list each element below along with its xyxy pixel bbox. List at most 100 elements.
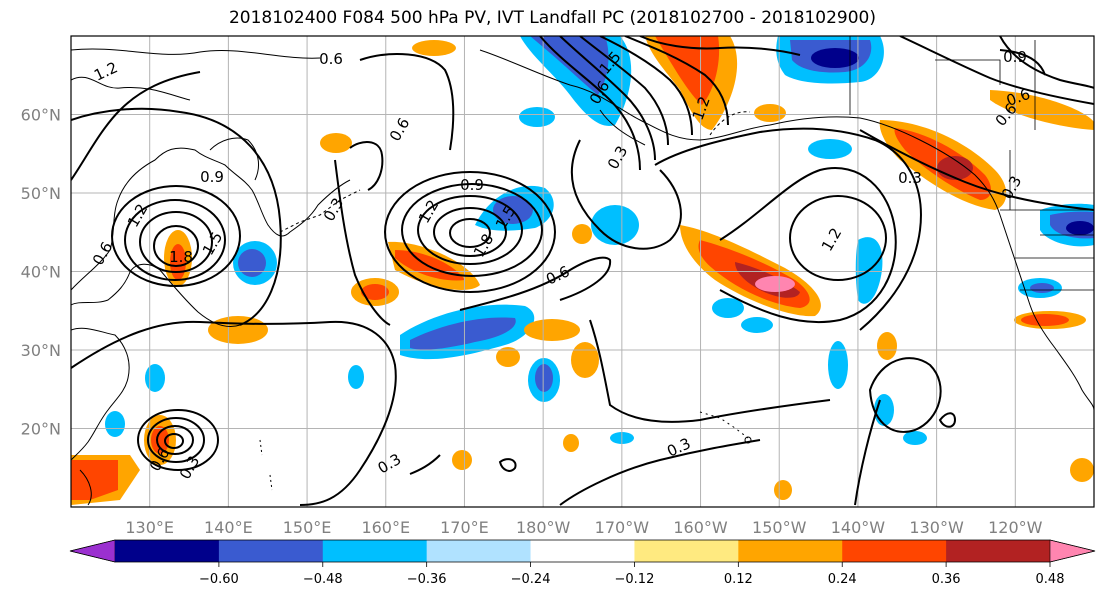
latitude-label: 50°N bbox=[21, 184, 61, 203]
colorbar-tick-label: −0.36 bbox=[407, 572, 447, 587]
anomaly-positive bbox=[754, 104, 786, 122]
anomaly-negative bbox=[105, 411, 125, 437]
coastline-arctic-asia bbox=[71, 48, 321, 59]
coastline-kamchatka bbox=[209, 137, 259, 181]
latitude-label: 20°N bbox=[21, 420, 61, 439]
colorbar-outline bbox=[69, 539, 1096, 563]
colorbar-segment bbox=[738, 540, 843, 562]
colorbar-tick-label: −0.24 bbox=[511, 572, 551, 587]
contour-west-low-1.5 bbox=[139, 211, 213, 273]
map-title: 2018102400 F084 500 hPa PV, IVT Landfall… bbox=[228, 8, 876, 28]
colorbar-tick-label: −0.12 bbox=[615, 572, 655, 587]
contour-label: 1.8 bbox=[169, 248, 193, 266]
longitude-label: 170°W bbox=[595, 518, 650, 537]
province-borders bbox=[849, 36, 1036, 210]
anomaly-positive bbox=[563, 434, 579, 452]
contour-gulf-3 bbox=[579, 36, 669, 146]
longitude-label: 130°W bbox=[909, 518, 964, 537]
map-frame bbox=[70, 35, 1095, 508]
contour-east-0.6 bbox=[654, 127, 922, 331]
colorbar-tick-label: −0.48 bbox=[303, 572, 343, 587]
contour-label: 0.9 bbox=[460, 176, 484, 194]
anomaly-positive-strong bbox=[151, 426, 169, 454]
anomaly-positive bbox=[208, 316, 268, 344]
longitude-label: 150°W bbox=[752, 518, 807, 537]
anomaly-positive bbox=[320, 133, 352, 153]
contour-label: 0.9 bbox=[200, 168, 224, 186]
contour-central-west bbox=[334, 159, 391, 326]
coastline-philippines bbox=[79, 469, 92, 506]
contour-west-low-1.8 bbox=[153, 225, 199, 267]
longitude-label: 140°W bbox=[831, 518, 886, 537]
contour-central-low-0.9 bbox=[401, 183, 543, 277]
anomaly-positive-strong bbox=[71, 460, 118, 500]
contour-label: 0.3 bbox=[898, 169, 922, 187]
anomaly-positive bbox=[412, 40, 456, 56]
contour-gulf-4 bbox=[599, 36, 693, 136]
anomaly-positive bbox=[1070, 458, 1094, 482]
longitude-label: 150°E bbox=[283, 518, 332, 537]
colorbar-tick-label: 0.36 bbox=[932, 572, 961, 587]
contour-gulf-1 bbox=[539, 36, 641, 171]
contour-ne-0.6 bbox=[899, 36, 1094, 105]
colorbar-segment bbox=[530, 540, 635, 562]
colorbar-segment bbox=[115, 540, 220, 562]
anomaly-negative-max bbox=[811, 48, 859, 68]
contour-small-eddy bbox=[938, 412, 957, 428]
contour-0.6-north bbox=[359, 53, 455, 151]
colorbar-tick-label: 0.12 bbox=[724, 572, 753, 587]
anomaly-negative bbox=[741, 317, 773, 333]
anomaly-negative-max bbox=[1066, 221, 1094, 235]
contour-south-0.6 bbox=[459, 256, 612, 311]
contour-west-outer bbox=[71, 107, 282, 326]
contour-sw-low-0.3 bbox=[137, 409, 219, 471]
contour-gulf-2 bbox=[559, 36, 656, 161]
anomaly-positive bbox=[572, 224, 592, 244]
contour-sw-low-0.6 bbox=[147, 417, 205, 463]
contour-east-0.3-loop bbox=[868, 357, 942, 433]
anomaly-positive-extreme bbox=[755, 276, 795, 292]
contour-0.3-bottom bbox=[559, 439, 761, 506]
contour-north-1.2 bbox=[71, 71, 201, 181]
colorbar-segment bbox=[218, 540, 324, 562]
latitude-labels: 60°N 50°N 40°N 30°N 20°N bbox=[21, 106, 61, 439]
anomaly-negative bbox=[712, 298, 744, 318]
colorbar-tick-label: −0.60 bbox=[199, 572, 239, 587]
contour-ne-0.3 bbox=[859, 129, 1094, 211]
anomaly-positive bbox=[571, 342, 599, 378]
anomaly-positive-strong bbox=[1021, 314, 1069, 326]
contour-0.6-top bbox=[639, 36, 801, 56]
anomaly-negative bbox=[808, 139, 852, 159]
coastline-north-america bbox=[769, 116, 1094, 411]
anomaly-negative-strong bbox=[1030, 283, 1054, 293]
aleutian-chain bbox=[279, 189, 361, 233]
contour-south-0.3b bbox=[589, 319, 831, 423]
latitude-label: 30°N bbox=[21, 341, 61, 360]
longitude-label: 130°E bbox=[125, 518, 174, 537]
longitude-label: 170°E bbox=[440, 518, 489, 537]
anomaly-positive bbox=[774, 480, 792, 500]
anomaly-negative bbox=[145, 364, 165, 392]
anomaly-positive bbox=[452, 450, 472, 470]
anomaly-positive-strong bbox=[361, 284, 389, 300]
coastline-china bbox=[71, 327, 130, 461]
coastline-asia bbox=[71, 147, 351, 291]
colorbar-segment bbox=[842, 540, 947, 562]
contour-gulf-5 bbox=[624, 36, 729, 126]
coastline-japan bbox=[71, 263, 241, 327]
colorbar-extend-low bbox=[69, 539, 116, 563]
longitude-label: 120°W bbox=[988, 518, 1043, 537]
contour-west-low-1.2 bbox=[124, 199, 226, 281]
anomaly-positive bbox=[496, 347, 520, 367]
coastline-alaska-peninsula bbox=[599, 109, 646, 146]
colorbar-segment bbox=[634, 540, 739, 562]
pv-contours bbox=[71, 36, 1094, 506]
contour-central-low-1.5 bbox=[433, 207, 507, 257]
contour-sw-low-0.9 bbox=[156, 425, 194, 455]
colorbar: −0.60 −0.48 −0.36 −0.24 −0.12 0.12 0.24 0.36 0.4… bbox=[69, 539, 1096, 587]
contour-central-low-1.8 bbox=[449, 218, 491, 248]
anomaly-negative bbox=[519, 107, 555, 127]
contour-west-low-0.9 bbox=[111, 185, 241, 287]
contour-ne-small bbox=[999, 49, 1046, 76]
